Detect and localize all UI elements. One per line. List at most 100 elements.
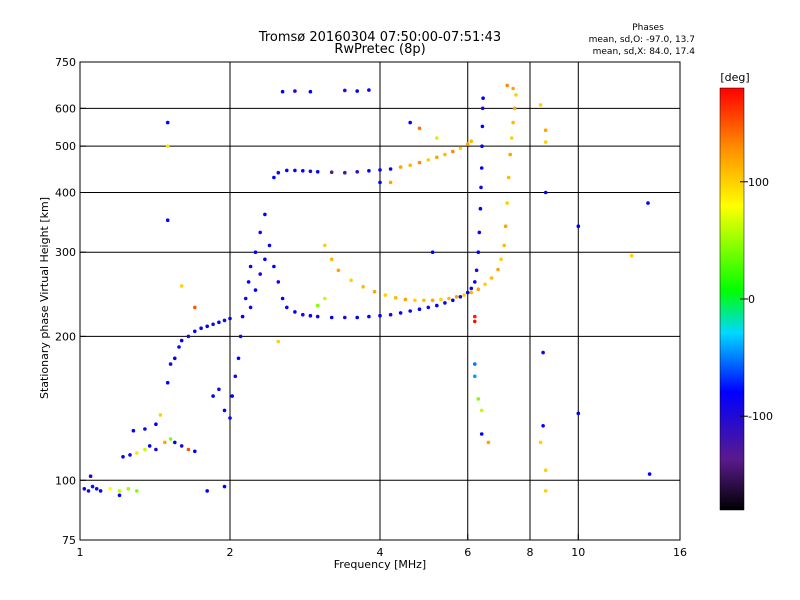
data-point: [343, 88, 347, 93]
data-point: [193, 305, 197, 310]
data-point: [135, 451, 139, 455]
data-point: [308, 89, 313, 94]
data-points: [82, 83, 652, 498]
x-axis-label: Frequency [MHz]: [334, 558, 426, 571]
data-point: [86, 489, 91, 493]
data-point: [367, 314, 371, 319]
data-point: [543, 468, 548, 473]
data-point: [543, 489, 548, 493]
data-point: [474, 268, 479, 273]
data-point: [473, 319, 477, 324]
stats-heading: Phases: [632, 23, 664, 33]
data-point: [193, 329, 197, 334]
colorbar-tick-label: 0: [748, 293, 755, 306]
data-point: [480, 124, 485, 129]
data-point: [479, 166, 484, 170]
data-point: [443, 301, 447, 305]
chart-subtitle: RwPretec (8p): [334, 42, 425, 57]
data-point: [417, 307, 422, 312]
data-point: [576, 224, 581, 228]
data-point: [426, 158, 431, 162]
data-point: [205, 324, 209, 329]
data-point: [469, 290, 474, 295]
y-tick-label: 500: [55, 140, 76, 153]
x-tick-label: 4: [377, 546, 384, 559]
data-point: [211, 322, 215, 327]
data-point: [511, 120, 515, 125]
data-point: [168, 362, 173, 366]
data-point: [367, 88, 371, 92]
data-point: [473, 362, 477, 366]
chart-title: Tromsø 20160304 07:50:00-07:51:43: [258, 30, 501, 45]
data-point: [243, 296, 248, 301]
data-point: [403, 297, 408, 302]
data-point: [193, 449, 197, 454]
data-point: [398, 311, 403, 315]
data-point: [439, 297, 443, 302]
data-point: [496, 267, 500, 272]
x-tick-label: 8: [527, 546, 534, 559]
data-point: [258, 272, 263, 276]
y-tick-label: 75: [62, 534, 76, 547]
data-point: [388, 167, 393, 171]
data-point: [329, 257, 334, 262]
data-point: [179, 444, 184, 448]
data-point: [378, 313, 382, 318]
data-point: [222, 318, 227, 323]
data-point: [481, 96, 485, 100]
data-point: [422, 298, 426, 303]
data-point: [465, 290, 470, 295]
data-point: [143, 427, 147, 431]
data-point: [285, 168, 289, 173]
data-point: [430, 298, 435, 303]
axes: 1 2 4 6 8 10 16 75 100 200 300 400 500 600 750: [55, 56, 687, 559]
data-point: [301, 169, 305, 173]
colorbar-tick-label: -100: [748, 410, 773, 423]
data-point: [233, 374, 238, 379]
data-point: [489, 276, 494, 280]
data-point: [236, 356, 241, 361]
data-point: [543, 190, 548, 195]
data-point: [499, 257, 503, 262]
x-tick-label: 2: [227, 546, 234, 559]
data-point: [426, 305, 431, 310]
data-point: [629, 253, 634, 258]
data-point: [186, 447, 191, 452]
data-point: [263, 257, 267, 262]
data-point: [505, 201, 510, 205]
data-point: [90, 484, 95, 489]
data-point: [538, 103, 543, 107]
data-point: [408, 120, 413, 125]
stats-o-line: mean, sd,O: -97.0, 13.7: [589, 35, 695, 45]
data-point: [646, 201, 650, 205]
data-point: [343, 315, 347, 320]
data-point: [230, 394, 234, 398]
data-point: [451, 149, 455, 154]
data-point: [315, 303, 320, 308]
data-point: [538, 440, 543, 445]
data-point: [280, 296, 285, 301]
data-point: [228, 316, 232, 321]
data-point: [355, 315, 360, 320]
data-point: [512, 106, 517, 111]
data-point: [435, 155, 439, 160]
x-tick-label: 1: [77, 546, 84, 559]
y-tick-label: 300: [55, 246, 76, 259]
data-point: [509, 136, 514, 140]
data-point: [263, 212, 267, 217]
data-point: [315, 314, 320, 319]
data-point: [469, 286, 474, 291]
y-tick-label: 100: [55, 474, 76, 487]
data-point: [388, 312, 393, 317]
data-point: [458, 295, 463, 299]
data-point: [372, 289, 377, 294]
data-point: [217, 320, 221, 325]
data-point: [447, 296, 451, 301]
data-point: [343, 170, 347, 175]
data-point: [246, 280, 251, 284]
data-point: [541, 424, 545, 428]
data-point: [383, 293, 388, 297]
data-point: [393, 295, 398, 300]
data-point: [355, 170, 360, 174]
data-point: [205, 489, 209, 493]
